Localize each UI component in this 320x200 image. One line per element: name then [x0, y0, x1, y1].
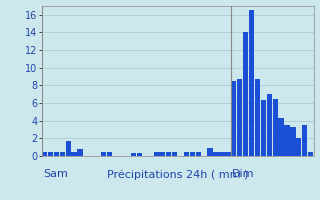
- Bar: [77, 149, 83, 156]
- Text: Dim: Dim: [232, 169, 254, 179]
- Bar: [213, 152, 219, 156]
- Bar: [101, 152, 106, 156]
- Text: Sam: Sam: [43, 169, 68, 179]
- Bar: [243, 32, 248, 156]
- Bar: [71, 152, 77, 156]
- Bar: [172, 152, 177, 156]
- Bar: [207, 148, 213, 156]
- Bar: [302, 125, 308, 156]
- Bar: [66, 141, 71, 156]
- Bar: [219, 152, 225, 156]
- Bar: [284, 125, 290, 156]
- Bar: [154, 152, 160, 156]
- Bar: [273, 99, 278, 156]
- Bar: [261, 100, 266, 156]
- Bar: [231, 81, 236, 156]
- Bar: [54, 152, 59, 156]
- Bar: [290, 127, 296, 156]
- X-axis label: Précipitations 24h ( mm ): Précipitations 24h ( mm ): [107, 170, 248, 180]
- Bar: [190, 152, 195, 156]
- Bar: [107, 152, 112, 156]
- Bar: [267, 94, 272, 156]
- Bar: [60, 152, 65, 156]
- Bar: [48, 152, 53, 156]
- Bar: [225, 152, 230, 156]
- Bar: [166, 152, 172, 156]
- Bar: [255, 79, 260, 156]
- Bar: [249, 10, 254, 156]
- Bar: [278, 118, 284, 156]
- Bar: [160, 152, 165, 156]
- Bar: [196, 152, 201, 156]
- Bar: [137, 153, 142, 156]
- Bar: [237, 79, 242, 156]
- Bar: [296, 138, 301, 156]
- Bar: [131, 153, 136, 156]
- Bar: [184, 152, 189, 156]
- Bar: [42, 152, 47, 156]
- Bar: [308, 152, 313, 156]
